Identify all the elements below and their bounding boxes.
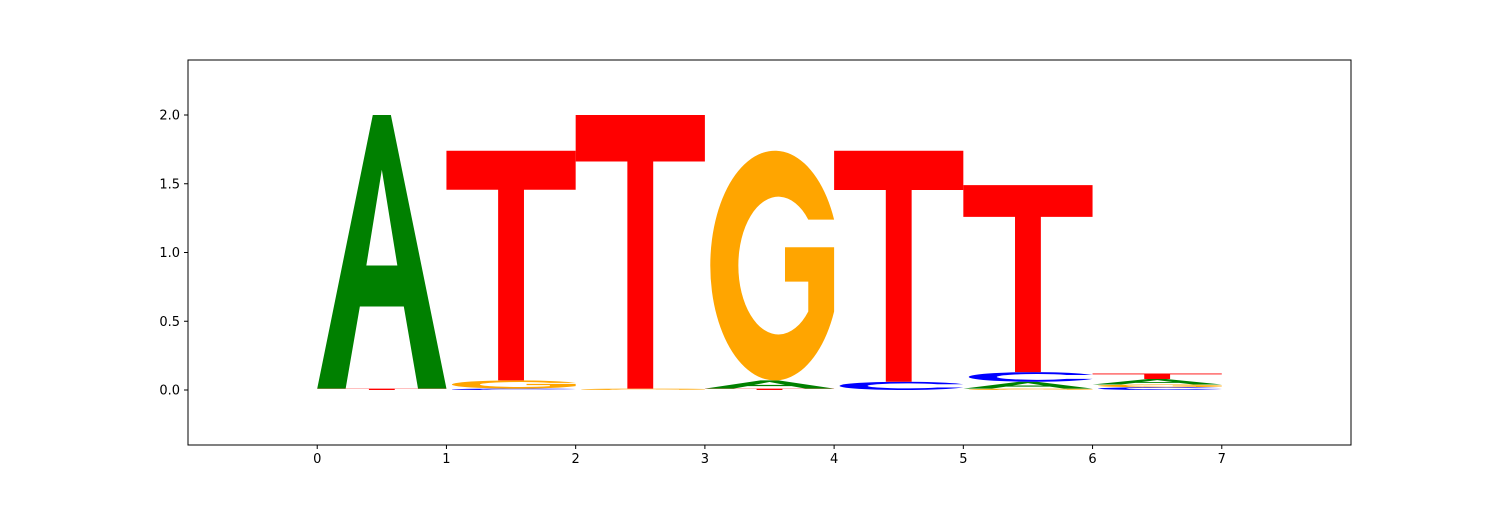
x-axis: 0 1 2 3 4 5 6 7: [313, 445, 1226, 467]
x-tick-label-6: 6: [1088, 452, 1096, 467]
letter-T-pos-1-2: [446, 150, 576, 381]
letter-A-pos-6-2: [1092, 379, 1222, 385]
y-tick-label-0: 0.0: [159, 384, 180, 399]
y-tick-label-1: 0.5: [159, 315, 180, 330]
letter-A-pos-3-1: [704, 380, 835, 389]
y-tick-label-4: 2.0: [159, 109, 180, 124]
letter-A-pos-5-1: [963, 381, 1093, 389]
x-tick-label-7: 7: [1218, 452, 1226, 467]
letter-T-pos-2-1: [575, 115, 705, 389]
x-tick-label-2: 2: [572, 452, 580, 467]
y-tick-label-3: 1.5: [159, 177, 180, 192]
letter-C-pos-6-0: [1097, 387, 1222, 390]
letter-T-pos-6-3: [1092, 373, 1222, 379]
letter-T-pos-0-0: [317, 388, 447, 391]
letter-C-pos-4-0: [839, 381, 964, 390]
letter-G-pos-3-2: [710, 150, 835, 381]
plot-frame: [187, 59, 1352, 446]
letter-G-pos-1-1: [451, 380, 576, 389]
letter-A-pos-0-1: [317, 115, 447, 389]
x-tick-label-4: 4: [830, 452, 838, 467]
y-tick-label-2: 1.0: [159, 246, 180, 261]
letter-T-pos-4-1: [834, 150, 964, 382]
letter-C-pos-1-0: [451, 388, 576, 391]
y-axis: 0.0 0.5 1.0 1.5 2.0: [159, 109, 188, 399]
letter-T-pos-5-3: [963, 185, 1093, 373]
x-tick-label-1: 1: [442, 452, 450, 467]
letter-C-pos-5-2: [968, 372, 1093, 382]
x-tick-label-0: 0: [313, 452, 321, 467]
letters-layer: [317, 115, 1222, 391]
letter-G-pos-5-0: [968, 388, 1093, 391]
letter-T-pos-3-0: [704, 388, 835, 391]
letter-G-pos-6-1: [1097, 384, 1222, 388]
x-tick-label-3: 3: [701, 452, 709, 467]
x-tick-label-5: 5: [959, 452, 967, 467]
letter-G-pos-2-0: [581, 388, 705, 391]
